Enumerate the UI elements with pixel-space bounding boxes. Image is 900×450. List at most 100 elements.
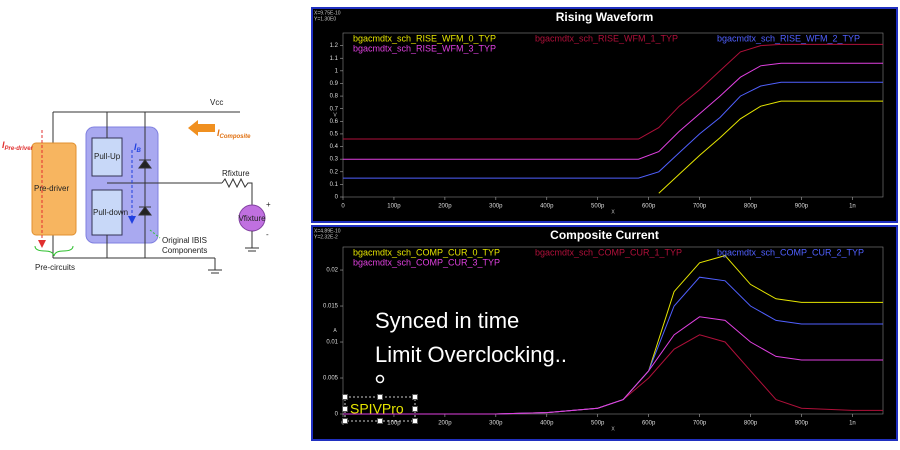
annotation: Limit Overclocking.. (375, 342, 567, 367)
x-tick-label: 700p (693, 421, 707, 427)
subscript: B (137, 148, 142, 154)
series-line (343, 43, 883, 140)
y-tick-label: 0.02 (326, 268, 338, 274)
x-tick-label: 500p (591, 421, 605, 427)
x-tick-label: 300p (489, 204, 503, 210)
x-tick-label: 600p (642, 421, 656, 427)
plus-label: + (266, 200, 271, 209)
legend-entry: bgacmdtx_sch_COMP_CUR_2_TYP (717, 247, 864, 257)
x-tick-label: 400p (540, 421, 554, 427)
precircuits-label: Pre-circuits (35, 263, 75, 272)
diode (138, 206, 152, 216)
legend-entry: bgacmdtx_sch_COMP_CUR_0_TYP (353, 247, 500, 257)
x-tick-label: 100p (387, 204, 401, 210)
selection-handle (342, 394, 348, 400)
x-tick-label: 100p (387, 421, 401, 427)
x-tick-label: 1n (849, 421, 856, 427)
subscript: Pre-driver (5, 146, 34, 152)
y-tick-label: 0.4 (330, 144, 339, 150)
legend-entry: bgacmdtx_sch_COMP_CUR_1_TYP (535, 247, 682, 257)
composite-arrow (188, 120, 215, 136)
symbol: I (217, 128, 220, 138)
y-axis-label: A (333, 328, 337, 334)
ibis-label: Components (162, 246, 207, 255)
selection-handle (412, 406, 418, 412)
y-tick-label: 0 (335, 412, 339, 418)
chart-panel (311, 7, 898, 223)
circuit-diagram (31, 111, 266, 274)
symbol: I (134, 142, 137, 152)
y-axis-label: V (333, 112, 337, 118)
cursor-readout: X=4.89E-10 (314, 228, 341, 234)
series-line (343, 81, 883, 179)
y-tick-label: 0.8 (330, 94, 339, 100)
pullup-box (91, 137, 123, 177)
y-tick-label: 1.2 (330, 43, 339, 49)
x-tick-label: 500p (591, 204, 605, 210)
predriver-current-label: IPre-driver (2, 140, 34, 151)
resistor (221, 177, 253, 205)
selection-handle (412, 418, 418, 424)
x-tick-label: 200p (438, 421, 452, 427)
pullup-label: Pull-Up (94, 152, 121, 161)
y-tick-label: 0.015 (323, 304, 339, 310)
selection-handle (342, 406, 348, 412)
x-tick-label: 700p (693, 204, 707, 210)
x-tick-label: 800p (744, 421, 758, 427)
rotate-handle (375, 374, 385, 384)
x-axis-label: X (611, 426, 615, 432)
arrowhead (128, 216, 136, 224)
legend-entry: bgacmdtx_sch_RISE_WFM_1_TYP (535, 33, 678, 43)
chart-title: Composite Current (550, 228, 659, 242)
plot-area (342, 32, 884, 198)
y-tick-label: 0.2 (330, 169, 339, 175)
y-tick-label: 0.005 (323, 376, 339, 382)
x-tick-label: 600p (642, 204, 656, 210)
y-tick-label: 1 (335, 68, 339, 74)
selection-handle (377, 394, 383, 400)
x-tick-label: 400p (540, 204, 554, 210)
annotation-textbox: SPIVPro (350, 401, 404, 417)
series-line (343, 62, 883, 160)
predriver-box (31, 142, 77, 236)
series-line (658, 100, 883, 194)
cursor-readout: Y=1.30E0 (314, 16, 336, 22)
x-tick-label: 0 (341, 204, 345, 210)
selection-handle (377, 418, 383, 424)
legend-entry: bgacmdtx_sch_RISE_WFM_3_TYP (353, 43, 496, 53)
y-tick-label: 0 (335, 195, 339, 201)
ibis-label: Original IBIS (162, 236, 207, 245)
y-tick-label: 1.1 (330, 56, 339, 62)
cursor-readout: Y=2.32E-2 (314, 234, 338, 240)
x-tick-label: 900p (795, 204, 809, 210)
annotation: Synced in time (375, 308, 519, 333)
x-tick-label: 200p (438, 204, 452, 210)
cursor-readout: X=9.75E-10 (314, 10, 341, 16)
pulldown-label: Pull-down (93, 208, 128, 217)
chart-panel (311, 225, 898, 441)
brace (34, 245, 74, 257)
ib-label: IB (134, 142, 142, 153)
y-tick-label: 0.9 (330, 81, 339, 87)
predriver-label: Pre-driver (34, 184, 69, 193)
y-tick-label: 0.3 (330, 157, 339, 163)
x-tick-label: 800p (744, 204, 758, 210)
vcc-label: Vcc (210, 98, 223, 107)
minus-label: - (266, 230, 269, 239)
symbol: I (2, 140, 5, 150)
composite-label: IComposite (217, 128, 251, 139)
x-tick-label: 300p (489, 421, 503, 427)
y-tick-label: 0.1 (330, 182, 339, 188)
series-line (343, 316, 883, 415)
rfixture-label: Rfixture (222, 169, 250, 178)
legend-entry: bgacmdtx_sch_RISE_WFM_0_TYP (353, 33, 496, 43)
legend-entry: bgacmdtx_sch_RISE_WFM_2_TYP (717, 33, 860, 43)
y-tick-label: 0.5 (330, 132, 339, 138)
legend-entry: bgacmdtx_sch_COMP_CUR_3_TYP (353, 257, 500, 267)
selection-handle (412, 394, 418, 400)
subscript: Composite (220, 134, 252, 140)
arrowhead (38, 240, 46, 248)
pulldown-box (91, 189, 123, 236)
x-tick-label: 1n (849, 204, 856, 210)
